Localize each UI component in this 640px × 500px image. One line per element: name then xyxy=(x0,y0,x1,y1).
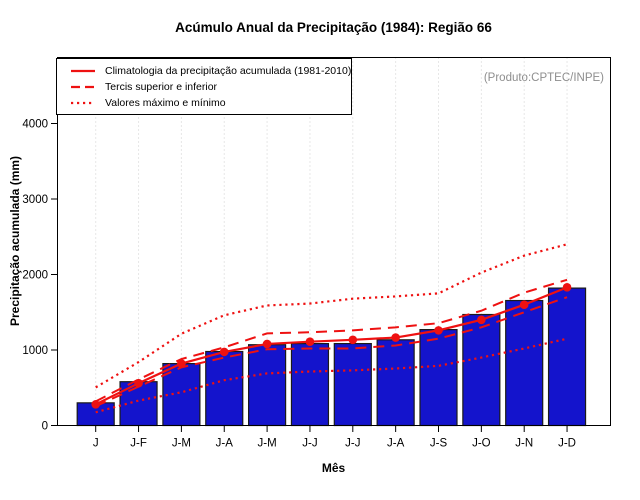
x-tick-label: J-M xyxy=(258,438,277,450)
dotted-line-icon xyxy=(71,101,95,105)
chart-title: Acúmulo Anual da Precipitação (1984): Re… xyxy=(175,20,492,35)
x-tick-label: J-J xyxy=(302,438,317,450)
climatology-point xyxy=(562,283,572,292)
climatology-point xyxy=(477,315,486,325)
y-tick-label: 3000 xyxy=(22,194,48,206)
climatology-point xyxy=(134,378,143,388)
plot-frame xyxy=(57,57,611,426)
legend-item-terciles: Tercis superior e inferior xyxy=(71,79,351,95)
x-tick-label: J-N xyxy=(515,438,533,450)
legend-box: Climatologia da precipitação acumulada (… xyxy=(56,58,352,115)
legend-label: Climatologia da precipitação acumulada (… xyxy=(105,65,352,77)
line-dashed xyxy=(95,296,568,408)
line-dotted xyxy=(95,337,568,414)
x-axis-title: Mês xyxy=(321,461,346,475)
y-tick-label: 2000 xyxy=(22,270,48,282)
x-tick-label: J-F xyxy=(130,438,147,450)
bar xyxy=(505,299,544,427)
line-solid xyxy=(95,286,568,406)
bar xyxy=(376,339,415,427)
y-tick-label: 1000 xyxy=(22,345,48,357)
legend-label: Valores máximo e mínimo xyxy=(105,97,226,109)
x-tick-label: J-D xyxy=(558,438,576,450)
y-tick-label: 4000 xyxy=(22,119,48,131)
climatology-point xyxy=(177,359,186,368)
x-tick-label: J-J xyxy=(345,438,360,450)
x-tick-label: J-A xyxy=(216,438,234,450)
x-tick-label: J-M xyxy=(172,438,191,450)
x-tick-label: J-S xyxy=(430,438,448,450)
bar xyxy=(205,350,244,427)
climatology-point xyxy=(305,337,315,346)
climatology-point xyxy=(262,339,272,349)
legend-item-climatology: Climatologia da precipitação acumulada (… xyxy=(71,63,351,79)
x-tick-label: J-O xyxy=(472,438,491,450)
climatology-point xyxy=(391,333,400,342)
y-tick-label: 0 xyxy=(42,421,48,433)
dashed-line-icon xyxy=(71,85,95,89)
climatology-point xyxy=(434,326,443,335)
climatology-point xyxy=(219,347,229,357)
bar xyxy=(419,329,458,427)
bar xyxy=(290,342,330,427)
x-tick-label: J-A xyxy=(387,438,405,450)
bar xyxy=(333,342,372,427)
climatology-point xyxy=(91,400,100,409)
bar xyxy=(248,344,287,427)
source-annotation: (Produto:CPTEC/INPE) xyxy=(483,72,604,84)
legend-label: Tercis superior e inferior xyxy=(105,81,218,93)
y-axis-title: Precipitação acumulada (mm) xyxy=(8,155,22,327)
x-tick-label: J xyxy=(93,438,99,450)
solid-line-icon xyxy=(71,69,95,73)
legend-item-max-min: Valores máximo e mínimo xyxy=(71,95,351,111)
climatology-point xyxy=(519,300,529,310)
bar xyxy=(547,287,587,427)
climatology-point xyxy=(348,335,358,345)
